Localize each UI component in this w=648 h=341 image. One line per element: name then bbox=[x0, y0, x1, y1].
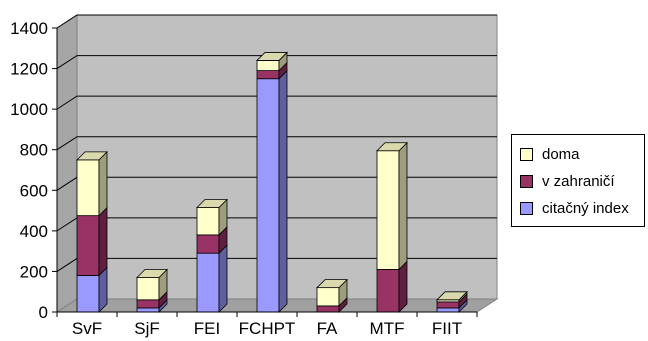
bar-segment-citačný-index bbox=[436, 307, 460, 313]
legend-swatch-citacny-index bbox=[520, 201, 533, 215]
y-tick-label: 800 bbox=[20, 141, 48, 160]
bar-stack-fei bbox=[196, 198, 228, 313]
bar-segment-citačný-index bbox=[76, 275, 100, 313]
gridline bbox=[56, 136, 497, 151]
bar-segment-doma bbox=[256, 60, 280, 71]
y-tick-label: 0 bbox=[39, 303, 48, 322]
legend-item-doma: doma bbox=[520, 145, 580, 163]
legend: doma v zahraničí citačný index bbox=[511, 134, 645, 227]
y-tick-label: 400 bbox=[20, 222, 48, 241]
y-tick-label: 1200 bbox=[10, 60, 48, 79]
bar-segment-doma bbox=[136, 277, 160, 301]
bar-segment-doma bbox=[316, 287, 340, 307]
bar-segment-citačný-index bbox=[136, 307, 160, 313]
x-category-label: FEI bbox=[194, 319, 220, 338]
bar-segment-v-zahraničí bbox=[436, 301, 460, 309]
bar-segment-v-zahraničí bbox=[76, 215, 100, 276]
y-tick-label: 600 bbox=[20, 181, 48, 200]
bar-stack-fa bbox=[316, 278, 348, 313]
x-category-label: FIIT bbox=[432, 319, 462, 338]
bar-segment-v-zahraničí bbox=[376, 268, 400, 313]
x-category-label: SvF bbox=[72, 319, 102, 338]
x-axis: SvF SjF FEI FCHPT FA MTF FIIT bbox=[56, 311, 478, 338]
bar-segment-citačný-index bbox=[256, 78, 280, 313]
bar-segment-side bbox=[98, 206, 108, 277]
bar-segment-doma bbox=[376, 150, 400, 270]
bar-segment-citačný-index bbox=[196, 252, 220, 313]
x-category-label: FCHPT bbox=[239, 319, 296, 338]
bar-segment-top bbox=[196, 199, 228, 208]
x-category-label: FA bbox=[317, 319, 338, 338]
bar-segment-doma bbox=[76, 159, 100, 217]
bar-segment-v-zahraničí bbox=[316, 305, 340, 313]
legend-label-doma: doma bbox=[542, 145, 580, 163]
bar-segment-v-zahraničí bbox=[136, 299, 160, 309]
bar-segment-top bbox=[436, 291, 468, 301]
legend-item-citacny-index: citačný index bbox=[520, 199, 629, 217]
bar-segment-side bbox=[98, 150, 108, 217]
bar-stack-mtf bbox=[376, 141, 408, 313]
y-tick-label: 1400 bbox=[10, 19, 48, 38]
bar-stack-sjf bbox=[136, 268, 168, 313]
bar-stack-svf bbox=[76, 150, 108, 313]
gridline bbox=[56, 95, 497, 110]
bar-segment-v-zahraničí bbox=[256, 70, 280, 80]
bar-segment-v-zahraničí bbox=[196, 234, 220, 254]
bar-segment-side bbox=[278, 69, 288, 313]
bar-stack-fiit bbox=[436, 290, 468, 313]
bar-segment-top bbox=[136, 269, 168, 278]
x-category-label: MTF bbox=[370, 319, 405, 338]
bar-segment-top bbox=[76, 151, 108, 161]
y-tick-label: 1000 bbox=[10, 100, 48, 119]
bar-stack-fchpt bbox=[256, 51, 288, 313]
legend-item-v-zahranici: v zahraničí bbox=[520, 172, 615, 190]
legend-swatch-v-zahranici bbox=[520, 174, 533, 188]
gridline bbox=[56, 14, 497, 29]
bar-segment-side bbox=[398, 260, 408, 313]
bar-segment-top bbox=[256, 52, 288, 61]
y-axis: 0 200 400 600 800 1000 1200 1400 bbox=[10, 19, 58, 322]
legend-label-v-zahranici: v zahraničí bbox=[542, 172, 615, 190]
bar-segment-doma bbox=[196, 207, 220, 236]
y-tick-label: 200 bbox=[20, 262, 48, 281]
legend-swatch-doma bbox=[520, 147, 533, 161]
bar-segment-top bbox=[376, 142, 408, 152]
legend-label-citacny-index: citačný index bbox=[542, 199, 629, 217]
bar-segment-top bbox=[316, 279, 348, 289]
bar-segment-side bbox=[398, 141, 408, 271]
bar-segment-side bbox=[218, 244, 228, 313]
x-category-label: SjF bbox=[134, 319, 160, 338]
gridline bbox=[56, 55, 497, 69]
bars bbox=[76, 51, 468, 313]
side-wall bbox=[56, 14, 78, 313]
